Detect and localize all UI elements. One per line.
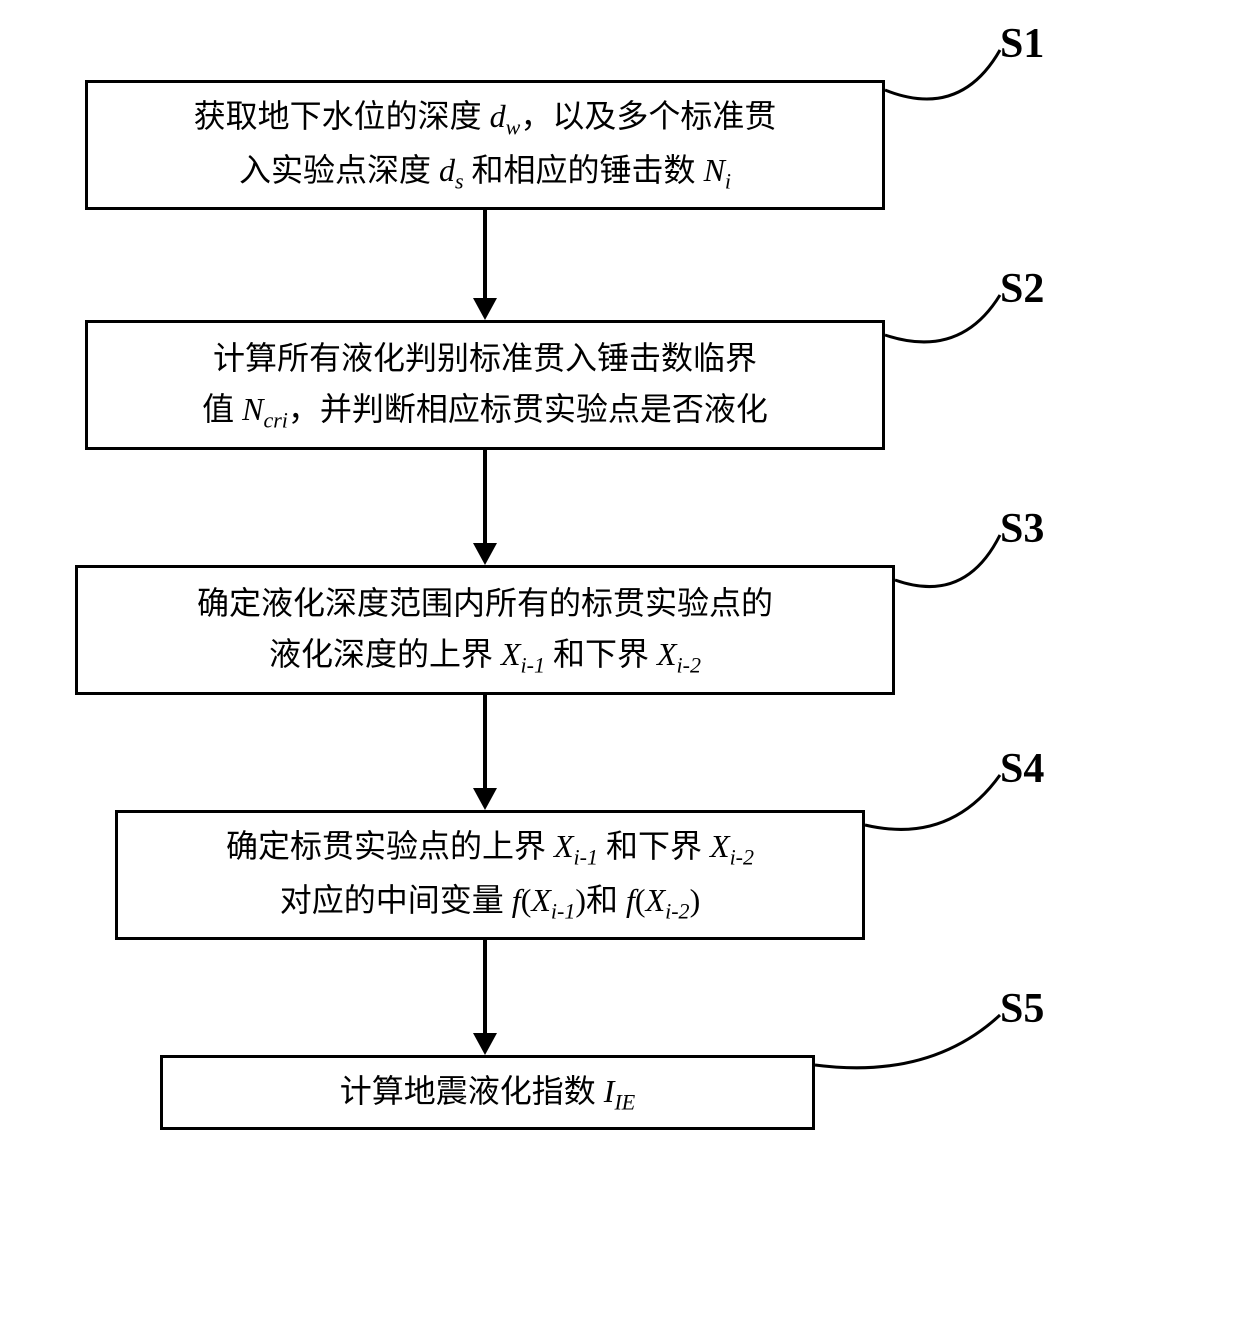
step-label-s1: S1 <box>1000 20 1044 68</box>
arrow-line-2 <box>483 450 487 543</box>
step-label-s2: S2 <box>1000 265 1044 313</box>
arrow-head-icon <box>473 298 497 320</box>
connector-s3 <box>895 535 1000 587</box>
step-label-s4: S4 <box>1000 745 1044 793</box>
arrow-line-4 <box>483 940 487 1033</box>
arrow-head-icon <box>473 543 497 565</box>
connector-s5 <box>815 1015 1000 1068</box>
step-box-s2: 计算所有液化判别标准贯入锤击数临界值 Ncri，并判断相应标贯实验点是否液化 <box>85 320 885 450</box>
connector-s1 <box>885 50 1000 99</box>
flowchart-container: 获取地下水位的深度 dw，以及多个标准贯入实验点深度 ds 和相应的锤击数 Ni… <box>0 0 1240 1337</box>
step-text-s1: 获取地下水位的深度 dw，以及多个标准贯入实验点深度 ds 和相应的锤击数 Ni <box>194 91 777 198</box>
arrow-line-3 <box>483 695 487 788</box>
step-box-s5: 计算地震液化指数 IIE <box>160 1055 815 1130</box>
step-label-s3: S3 <box>1000 505 1044 553</box>
arrow-head-icon <box>473 1033 497 1055</box>
connector-s2 <box>885 295 1000 342</box>
step-box-s3: 确定液化深度范围内所有的标贯实验点的液化深度的上界 Xi-1 和下界 Xi-2 <box>75 565 895 695</box>
connector-s4 <box>865 775 1000 829</box>
step-label-s5: S5 <box>1000 985 1044 1033</box>
step-box-s4: 确定标贯实验点的上界 Xi-1 和下界 Xi-2对应的中间变量 f(Xi-1)和… <box>115 810 865 940</box>
arrow-line-1 <box>483 210 487 298</box>
arrow-head-icon <box>473 788 497 810</box>
step-text-s3: 确定液化深度范围内所有的标贯实验点的液化深度的上界 Xi-1 和下界 Xi-2 <box>197 578 773 683</box>
step-text-s2: 计算所有液化判别标准贯入锤击数临界值 Ncri，并判断相应标贯实验点是否液化 <box>202 333 768 438</box>
step-box-s1: 获取地下水位的深度 dw，以及多个标准贯入实验点深度 ds 和相应的锤击数 Ni <box>85 80 885 210</box>
step-text-s4: 确定标贯实验点的上界 Xi-1 和下界 Xi-2对应的中间变量 f(Xi-1)和… <box>226 821 754 928</box>
step-text-s5: 计算地震液化指数 IIE <box>340 1066 635 1120</box>
